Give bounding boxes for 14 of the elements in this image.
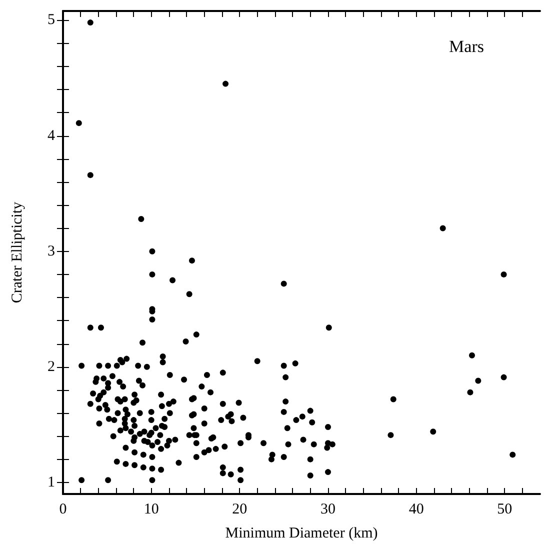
x-tick-label: 0	[59, 502, 67, 518]
x-tick-label: 50	[497, 502, 512, 518]
y-tick-label: 3	[48, 243, 55, 260]
x-tick-label: 20	[232, 502, 248, 518]
y-tick-label: 1	[48, 474, 55, 490]
x-axis-title: Minimum Diameter (km)	[225, 526, 378, 542]
y-tick-label: 2	[48, 358, 55, 375]
annotation: Mars	[449, 37, 484, 56]
x-tick-label: 10	[144, 502, 159, 518]
x-tick-label: 40	[408, 502, 424, 518]
x-tick-label: 30	[320, 502, 336, 518]
y-tick-label: 5	[48, 12, 55, 28]
y-tick-label: 4	[48, 128, 56, 144]
y-axis-title: Crater Ellipticity	[10, 201, 26, 304]
